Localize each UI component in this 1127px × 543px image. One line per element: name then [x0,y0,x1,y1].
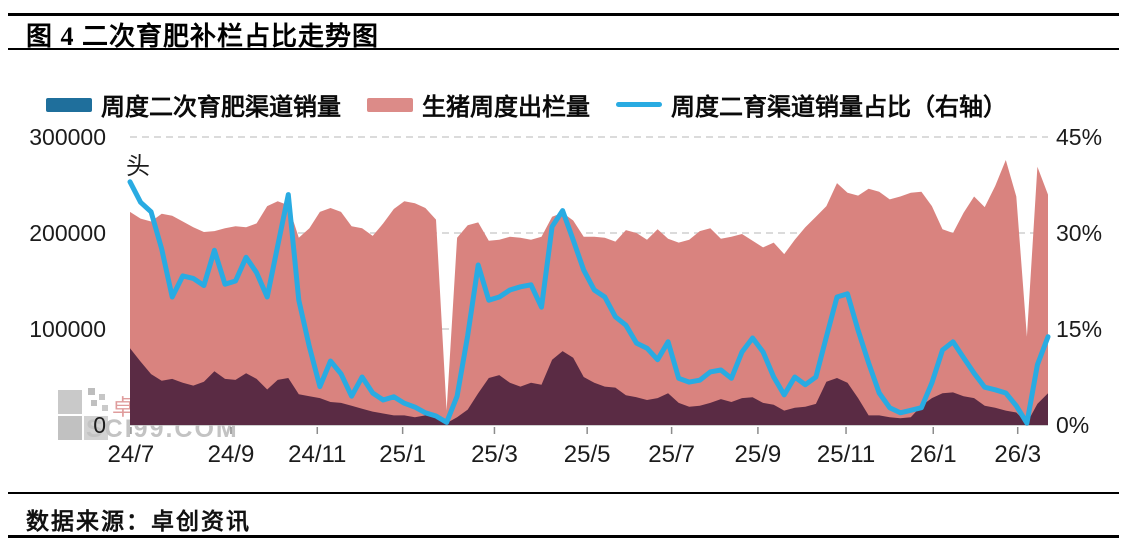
bottom-border [8,535,1119,538]
legend-bar-swatch [46,97,92,112]
watermark-logo-square [84,416,108,440]
footer-top-border [8,492,1119,494]
legend-line-swatch [616,102,662,107]
legend-bar-swatch [367,97,413,112]
data-source: 数据来源：卓创资讯 [26,509,251,534]
legend-label: 生猪周度出栏量 [422,94,590,121]
watermark-logo-dot [88,388,95,395]
legend: 周度二次育肥渠道销量 生猪周度出栏量 周度二育渠道销量占比（右轴） [46,87,1007,122]
legend-item-2: 周度二育渠道销量占比（右轴） [616,87,1007,122]
legend-item-0: 周度二次育肥渠道销量 [46,87,341,122]
watermark-logo-square [58,416,82,440]
watermark-logo-square [58,390,82,414]
legend-label: 周度二次育肥渠道销量 [101,94,341,121]
area-series-0 [130,348,1048,425]
legend-label: 周度二育渠道销量占比（右轴） [671,94,1007,121]
watermark-cn: 卓 [112,395,135,420]
legend-item-1: 生猪周度出栏量 [367,87,590,122]
ratio-line [127,179,1051,426]
title-underline [8,48,1119,50]
top-border [8,13,1119,16]
watermark-logo-dot [99,394,105,400]
watermark-logo-dot [91,400,97,406]
watermark-logo-dot [102,405,108,411]
y-left-unit: 头 [126,153,150,180]
figure-title: 图 4 二次育肥补栏占比走势图 [26,22,380,51]
